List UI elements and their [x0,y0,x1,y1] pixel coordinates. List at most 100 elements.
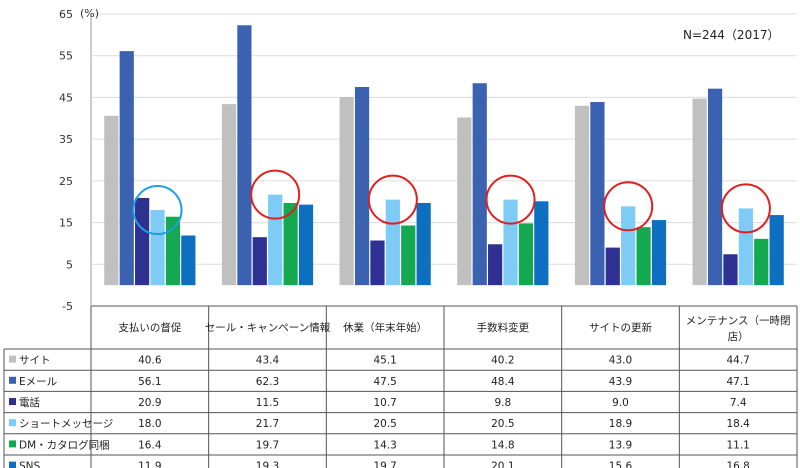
bar [237,25,252,286]
table-cell: 43.9 [609,376,632,388]
bar [534,201,549,286]
table-cell: 18.0 [138,418,161,430]
category-label: 店） [728,330,749,343]
bar [252,237,267,286]
bar [692,98,707,286]
highlight-circle [250,169,301,220]
table-cell: 21.7 [256,418,279,430]
table-cell: 40.2 [491,355,514,367]
bar [636,227,651,286]
legend-swatch [9,376,16,384]
series-label: DM・カタログ同梱 [19,438,110,451]
category-label: セール・キャンペーン情報 [205,321,331,334]
unit-label: (%) [80,7,99,20]
table-cell: 20.1 [491,461,514,468]
table-cell: 47.5 [373,376,396,388]
highlight-circle [367,174,418,225]
bar [135,197,150,286]
table-cell: 11.5 [256,397,279,409]
legend-swatch [9,461,16,468]
legend-swatch [9,398,16,405]
bar [769,215,784,286]
bar [574,105,590,286]
table-cell: 62.3 [256,376,279,388]
bar [268,194,283,286]
bar [181,235,196,286]
legend-swatch [9,419,16,427]
table-cell: 47.1 [726,376,749,388]
y-tick-label: 65 [59,8,73,21]
table-cell: 44.7 [726,355,749,367]
table-cell: 15.6 [609,461,633,468]
y-tick-label: 15 [59,217,73,230]
plot-area: 65 55 45 35 25 15 5 -5 [59,8,797,313]
y-tick-label: 35 [59,133,73,146]
table-cell: 20.5 [491,418,514,430]
legend-swatch [9,440,16,448]
category-label: 支払いの督促 [118,321,181,334]
bar [651,220,667,286]
sample-size-note: N=244（2017） [683,28,779,42]
series-label: 電話 [19,396,40,409]
bar [370,240,385,286]
table-cell: 43.0 [609,355,632,367]
category-label: 手数料変更 [477,321,530,334]
bar [518,223,534,286]
table-cell: 56.1 [138,376,161,388]
category-label: サイトの更新 [589,321,652,334]
table-cell: 45.1 [373,355,396,367]
y-tick-label: 5 [66,258,73,271]
series-label: ショートメッセージ [19,418,113,430]
bar [339,97,354,286]
highlight-circle [720,183,771,234]
y-tick-label: 45 [59,91,73,104]
table-cell: 16.8 [726,461,749,468]
bar [385,199,400,286]
bar [104,115,119,286]
bar [707,88,723,286]
table-cell: 14.3 [373,439,396,451]
bar [621,206,636,286]
y-tick-label: 25 [59,175,73,188]
table-cell: 20.9 [138,397,161,409]
bar [503,199,518,286]
table-cell: 16.4 [138,439,162,451]
bar [165,216,181,286]
bar [221,104,237,286]
table-cell: 11.9 [138,461,161,468]
table-cell: 43.4 [256,355,280,367]
bar [488,244,503,286]
bar [150,210,165,286]
highlight-circle [603,181,654,232]
series-label: サイト [19,355,51,367]
y-tick-label: 55 [59,50,73,63]
bar [354,87,370,286]
table-cell: 40.6 [138,355,162,367]
bar [723,254,738,286]
table-cell: 9.0 [612,397,629,409]
bar [416,202,431,286]
table-cell: 9.8 [494,397,511,409]
table-cell: 10.7 [373,397,396,409]
highlight-circle [132,185,183,236]
series-label: SNS [19,461,41,468]
series-label: Eメール [19,376,57,388]
table-cell: 11.1 [726,439,749,451]
table-cell: 19.7 [256,439,279,451]
category-label: 休業（年末年始） [343,321,427,334]
table-cell: 18.4 [726,418,750,430]
table-cell: 7.4 [730,397,747,409]
table-cell: 19.7 [373,461,396,468]
bar [754,238,769,286]
bar [119,51,134,286]
bar [738,208,753,286]
bar [401,225,416,286]
table-cell: 18.9 [609,418,632,430]
table-cell: 14.8 [491,439,514,451]
highlight-circle [485,174,536,225]
category-label: メンテナンス（一時閉 [686,315,791,327]
y-tick-label: -5 [62,300,73,313]
bar [283,202,298,286]
bar [457,117,472,286]
